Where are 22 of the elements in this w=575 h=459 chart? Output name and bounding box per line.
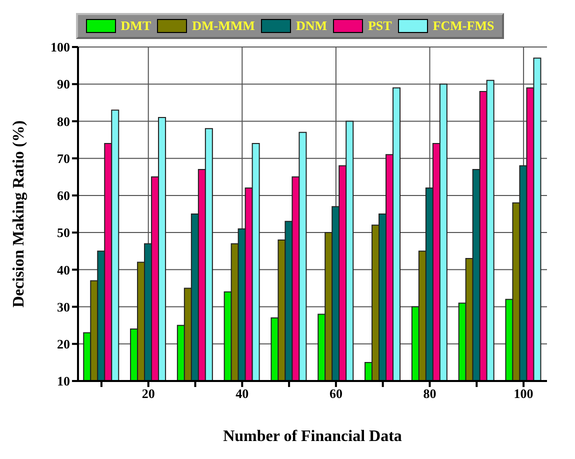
y-tick-label: 70	[57, 150, 70, 166]
legend-label: DMT	[120, 18, 152, 34]
y-tick-label: 80	[57, 114, 70, 129]
x-tick-label: 20	[142, 386, 155, 402]
legend-label: PST	[366, 18, 392, 34]
y-tick-label: 40	[57, 262, 70, 278]
y-tick-label: 50	[57, 225, 70, 240]
y-tick-label: 10	[57, 374, 70, 389]
y-axis-title: Decision Making Ratio (%)	[10, 120, 28, 308]
legend-label: FCM-FMS	[432, 18, 494, 34]
x-tick-label: 100	[514, 386, 534, 402]
y-tick-label: 30	[57, 299, 70, 314]
x-tick-label: 80	[423, 386, 436, 402]
y-tick-label: 20	[57, 336, 70, 352]
x-tick-label: 40	[236, 386, 249, 402]
x-axis-title: Number of Financial Data	[223, 428, 402, 445]
legend-label: DNM	[294, 18, 327, 34]
y-tick-label: 90	[57, 76, 70, 92]
y-tick-label: 60	[57, 188, 70, 204]
legend-label: DM-MMM	[191, 18, 255, 34]
y-tick-label: 100	[50, 40, 70, 55]
x-tick-label: 60	[329, 386, 342, 402]
